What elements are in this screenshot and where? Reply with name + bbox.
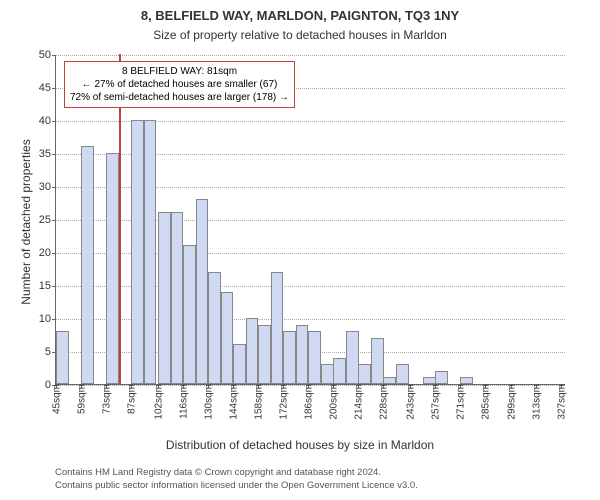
gridline <box>56 55 565 56</box>
histogram-bar <box>81 146 94 384</box>
histogram-bar <box>396 364 409 384</box>
xtick-label: 87sqm <box>125 384 138 414</box>
annotation-line-3: 72% of semi-detached houses are larger (… <box>70 91 289 104</box>
y-axis-label: Number of detached properties <box>19 122 33 322</box>
histogram-bar <box>158 212 171 384</box>
xtick-label: 243sqm <box>404 384 417 420</box>
histogram-bar <box>271 272 284 384</box>
xtick-label: 45sqm <box>50 384 63 414</box>
histogram-bar <box>196 199 209 384</box>
xtick-label: 327sqm <box>554 384 567 420</box>
histogram-bar <box>208 272 221 384</box>
ytick-label: 30 <box>39 181 56 193</box>
xtick-label: 285sqm <box>479 384 492 420</box>
histogram-bar <box>221 292 234 384</box>
xtick-label: 228sqm <box>377 384 390 420</box>
histogram-bar <box>333 358 346 384</box>
annotation-box: 8 BELFIELD WAY: 81sqm← 27% of detached h… <box>64 61 295 108</box>
xtick-label: 257sqm <box>429 384 442 420</box>
histogram-bar <box>383 377 396 384</box>
histogram-bar <box>423 377 436 384</box>
xtick-label: 172sqm <box>277 384 290 420</box>
histogram-bar <box>358 364 371 384</box>
ytick-label: 5 <box>45 346 56 358</box>
xtick-label: 158sqm <box>252 384 265 420</box>
ytick-label: 45 <box>39 82 56 94</box>
ytick-label: 35 <box>39 148 56 160</box>
histogram-bar <box>460 377 473 384</box>
histogram-bar <box>308 331 321 384</box>
ytick-label: 10 <box>39 313 56 325</box>
histogram-bar <box>183 245 196 384</box>
histogram-bar <box>346 331 359 384</box>
ytick-label: 40 <box>39 115 56 127</box>
histogram-bar <box>371 338 384 384</box>
ytick-label: 50 <box>39 49 56 61</box>
histogram-chart: 8, BELFIELD WAY, MARLDON, PAIGNTON, TQ3 … <box>0 0 600 500</box>
chart-title-main: 8, BELFIELD WAY, MARLDON, PAIGNTON, TQ3 … <box>0 8 600 23</box>
xtick-label: 313sqm <box>529 384 542 420</box>
plot-area: 0510152025303540455045sqm59sqm73sqm87sqm… <box>55 55 565 385</box>
xtick-label: 200sqm <box>327 384 340 420</box>
histogram-bar <box>296 325 309 384</box>
histogram-bar <box>258 325 271 384</box>
annotation-line-1: 8 BELFIELD WAY: 81sqm <box>70 65 289 78</box>
chart-title-sub: Size of property relative to detached ho… <box>0 28 600 42</box>
xtick-label: 130sqm <box>202 384 215 420</box>
histogram-bar <box>283 331 296 384</box>
xtick-label: 102sqm <box>152 384 165 420</box>
footer-line-2: Contains public sector information licen… <box>55 480 418 492</box>
histogram-bar <box>56 331 69 384</box>
footer-text: Contains HM Land Registry data © Crown c… <box>55 467 418 492</box>
histogram-bar <box>435 371 448 384</box>
xtick-label: 214sqm <box>352 384 365 420</box>
xtick-label: 116sqm <box>177 384 190 419</box>
xtick-label: 59sqm <box>75 384 88 414</box>
histogram-bar <box>131 120 144 384</box>
histogram-bar <box>246 318 259 384</box>
annotation-line-2: ← 27% of detached houses are smaller (67… <box>70 78 289 91</box>
ytick-label: 25 <box>39 214 56 226</box>
x-axis-label: Distribution of detached houses by size … <box>0 438 600 452</box>
histogram-bar <box>106 153 119 384</box>
histogram-bar <box>321 364 334 384</box>
histogram-bar <box>144 120 157 384</box>
footer-line-1: Contains HM Land Registry data © Crown c… <box>55 467 418 479</box>
xtick-label: 186sqm <box>302 384 315 420</box>
xtick-label: 144sqm <box>227 384 240 420</box>
xtick-label: 271sqm <box>454 384 467 420</box>
ytick-label: 20 <box>39 247 56 259</box>
ytick-label: 15 <box>39 280 56 292</box>
histogram-bar <box>171 212 184 384</box>
histogram-bar <box>233 344 246 384</box>
xtick-label: 299sqm <box>504 384 517 420</box>
xtick-label: 73sqm <box>100 384 113 414</box>
